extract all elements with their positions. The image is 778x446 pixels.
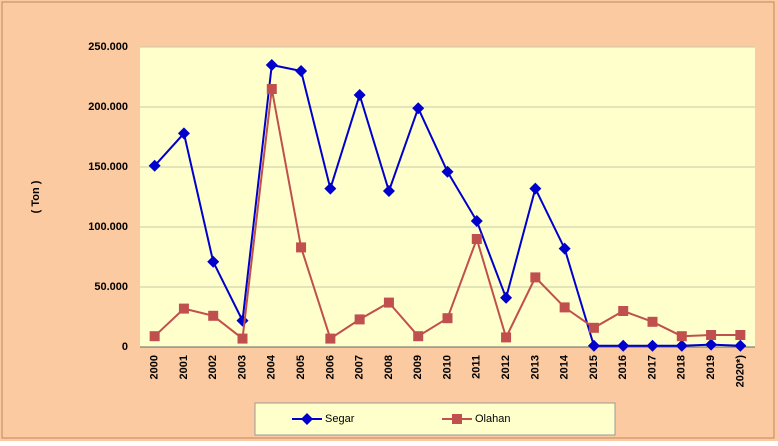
x-tick-label: 2015 — [588, 355, 600, 379]
point — [501, 332, 512, 343]
x-tick-label: 2001 — [178, 355, 190, 379]
y-tick-label: 250.000 — [88, 41, 128, 53]
point — [325, 333, 336, 344]
legend-label: Segar — [325, 413, 355, 425]
point — [500, 291, 513, 304]
x-tick-label: 2012 — [500, 355, 512, 379]
point — [735, 330, 746, 340]
x-tick-label: 2011 — [471, 355, 483, 379]
point — [208, 310, 219, 321]
point — [587, 339, 600, 352]
frame — [1, 1, 775, 439]
x-tick-label: 2002 — [207, 355, 219, 379]
point — [354, 314, 365, 325]
x-tick-label: 2010 — [441, 355, 453, 379]
point — [530, 272, 541, 283]
x-tick-label: 2013 — [529, 355, 541, 379]
point — [412, 102, 425, 115]
x-tick-label: 2000 — [149, 355, 161, 379]
point — [706, 330, 717, 340]
point — [296, 242, 307, 253]
point — [618, 306, 629, 316]
point — [382, 185, 395, 197]
point — [470, 215, 483, 227]
point — [149, 331, 160, 342]
point — [529, 182, 542, 195]
point — [413, 331, 424, 342]
point — [646, 339, 659, 352]
x-tick-label: 2018 — [676, 355, 688, 379]
point — [558, 242, 571, 255]
legend-marker — [452, 414, 462, 424]
point — [353, 89, 366, 101]
y-tick-label: 200.000 — [88, 101, 128, 113]
y-tick-label: 50.000 — [94, 281, 128, 293]
y-tick-label: 100.000 — [88, 221, 128, 233]
point — [148, 159, 161, 172]
y-tick-label: 0 — [122, 341, 128, 353]
y-tick-label: 150.000 — [88, 161, 128, 173]
x-tick-label: 2006 — [324, 355, 336, 379]
point — [266, 84, 277, 94]
point — [265, 59, 278, 71]
point — [177, 127, 190, 140]
point — [207, 255, 220, 268]
plot-area — [140, 47, 755, 347]
point — [647, 316, 658, 327]
point — [559, 302, 570, 313]
point — [675, 339, 688, 352]
x-tick-label: 2017 — [646, 355, 658, 379]
point — [734, 339, 747, 352]
point — [178, 303, 189, 314]
point — [295, 65, 308, 77]
point — [676, 331, 687, 342]
point — [442, 313, 453, 324]
legend-label: Olahan — [475, 413, 510, 425]
x-tick-label: 2004 — [266, 354, 278, 379]
y-axis-label: ( Ton ) — [30, 180, 42, 213]
x-tick-label: 2019 — [705, 355, 717, 379]
point — [441, 165, 454, 178]
point — [237, 333, 248, 344]
point — [324, 182, 337, 195]
point — [383, 297, 394, 308]
point — [617, 339, 630, 352]
x-tick-label: 2016 — [617, 355, 629, 379]
point — [588, 322, 599, 333]
x-tick-label: 2020*) — [734, 355, 746, 388]
legend-marker — [301, 413, 313, 425]
x-tick-label: 2014 — [559, 354, 571, 379]
x-tick-label: 2009 — [412, 355, 424, 379]
x-tick-label: 2008 — [383, 355, 395, 379]
point — [705, 338, 718, 351]
point — [471, 234, 482, 244]
x-tick-label: 2003 — [236, 355, 248, 379]
x-tick-label: 2005 — [295, 355, 307, 379]
x-tick-label: 2007 — [354, 355, 366, 379]
